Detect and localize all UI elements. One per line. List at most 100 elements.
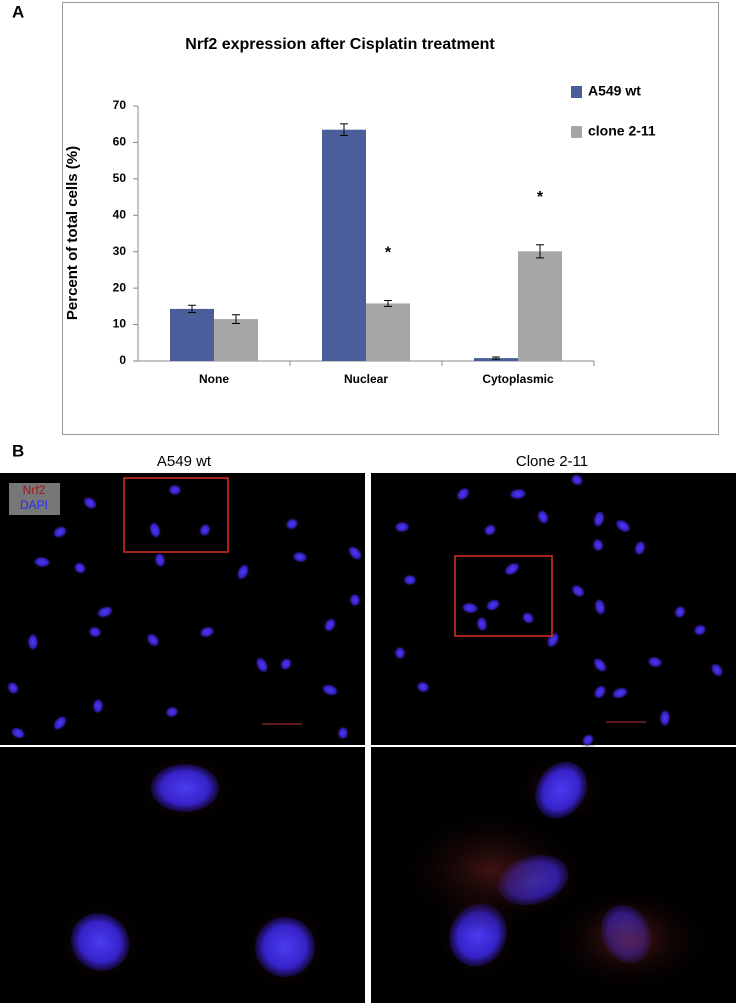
- cell-nucleus: [456, 487, 470, 501]
- bar: [518, 251, 562, 361]
- cell-nucleus: [510, 488, 526, 500]
- cell-nucleus: [70, 913, 130, 971]
- cell-nucleus: [293, 551, 307, 563]
- cell-nucleus: [7, 682, 19, 694]
- cell-nucleus: [97, 606, 113, 618]
- stain-legend: [9, 483, 60, 515]
- cell-nucleus: [349, 594, 361, 606]
- y-tick-label: 30: [113, 244, 127, 258]
- micrograph: [0, 473, 365, 745]
- panel-label: B: [12, 441, 24, 460]
- cell-nucleus: [594, 599, 606, 615]
- cell-nucleus: [166, 706, 178, 718]
- cell-halo: [542, 884, 718, 996]
- cell-nucleus: [151, 764, 219, 812]
- cell-nucleus: [237, 564, 249, 580]
- cell-nucleus: [348, 546, 362, 560]
- cell-nucleus: [27, 634, 39, 650]
- zoom-box: [454, 555, 553, 637]
- x-tick-label: Nuclear: [344, 372, 388, 386]
- cell-nucleus: [324, 618, 336, 632]
- cell-nucleus: [53, 526, 67, 538]
- cell-nucleus: [594, 685, 606, 699]
- panel-label: A: [12, 2, 24, 21]
- cell-nucleus: [535, 761, 587, 819]
- cell-nucleus: [322, 684, 338, 696]
- cell-nucleus: [659, 710, 671, 726]
- cell-nucleus: [286, 518, 298, 530]
- x-tick-label: Cytoplasmic: [482, 372, 554, 386]
- bar: [322, 129, 366, 361]
- error-bar: [384, 300, 392, 307]
- cell-nucleus: [571, 585, 585, 597]
- cell-nucleus: [255, 917, 315, 977]
- legend-label: A549 wt: [588, 83, 641, 99]
- cell-nucleus: [11, 727, 25, 739]
- y-axis-label: Percent of total cells (%): [64, 146, 81, 320]
- cell-nucleus: [256, 657, 268, 673]
- cell-nucleus: [711, 663, 723, 677]
- image-title: A549 wt: [157, 453, 212, 470]
- error-bar: [340, 123, 348, 137]
- cell-nucleus: [337, 727, 349, 739]
- cell-nucleus: [200, 626, 214, 638]
- cell-nucleus: [484, 524, 496, 536]
- cell-nucleus: [537, 510, 549, 524]
- y-tick-label: 10: [113, 317, 127, 331]
- error-bar: [188, 304, 196, 314]
- cell-nucleus: [154, 553, 166, 567]
- cell-nucleus: [615, 519, 631, 533]
- significance-mark: *: [385, 245, 392, 262]
- cell-nucleus: [149, 522, 161, 538]
- y-tick-label: 60: [113, 135, 127, 149]
- cell-nucleus: [169, 485, 181, 495]
- cell-nucleus: [476, 617, 488, 631]
- significance-mark: *: [537, 189, 544, 206]
- bar: [170, 308, 214, 361]
- cell-nucleus: [522, 612, 534, 624]
- cell-nucleus: [417, 681, 429, 693]
- stain-label: DAPI: [20, 498, 48, 512]
- zoom-box: [123, 477, 229, 553]
- cell-nucleus: [83, 497, 97, 509]
- cell-nucleus: [593, 511, 605, 527]
- cell-nucleus: [395, 521, 409, 533]
- x-tick-label: None: [199, 372, 229, 386]
- cell-nucleus: [504, 562, 520, 576]
- chart-title: Nrf2 expression after Cisplatin treatmen…: [185, 36, 495, 53]
- cell-nucleus: [147, 633, 159, 647]
- cell-nucleus: [593, 658, 607, 672]
- cell-nucleus: [694, 624, 706, 636]
- y-tick-label: 40: [113, 207, 127, 221]
- cell-nucleus: [634, 541, 646, 555]
- image-title: Clone 2-11: [516, 453, 588, 470]
- cell-nucleus: [34, 556, 50, 568]
- cell-nucleus: [394, 647, 406, 659]
- cell-nucleus: [486, 599, 500, 611]
- cell-nucleus: [89, 626, 101, 638]
- cell-nucleus: [280, 658, 292, 670]
- cell-halo: [394, 806, 586, 934]
- cell-nucleus: [92, 699, 104, 713]
- cell-nucleus: [53, 716, 67, 730]
- bar: [214, 319, 258, 361]
- cell-nucleus: [674, 606, 686, 618]
- cell-nucleus: [592, 539, 604, 551]
- y-tick-label: 20: [113, 280, 127, 294]
- legend-swatch: [571, 86, 582, 98]
- y-tick-label: 70: [113, 98, 127, 112]
- cell-nucleus: [648, 656, 662, 668]
- cell-nucleus: [571, 474, 583, 486]
- cell-nucleus: [582, 734, 594, 746]
- cell-nucleus: [199, 524, 211, 536]
- stain-label: Nrf2: [23, 483, 46, 497]
- cell-nucleus: [462, 602, 478, 614]
- y-tick-label: 50: [113, 171, 127, 185]
- error-bar: [492, 356, 500, 360]
- bar: [366, 303, 410, 361]
- y-tick-label: 0: [119, 353, 126, 367]
- cell-nucleus: [74, 562, 86, 574]
- micrographs: Nrf2 DAPI: [0, 471, 736, 1003]
- chart-frame: [62, 2, 719, 435]
